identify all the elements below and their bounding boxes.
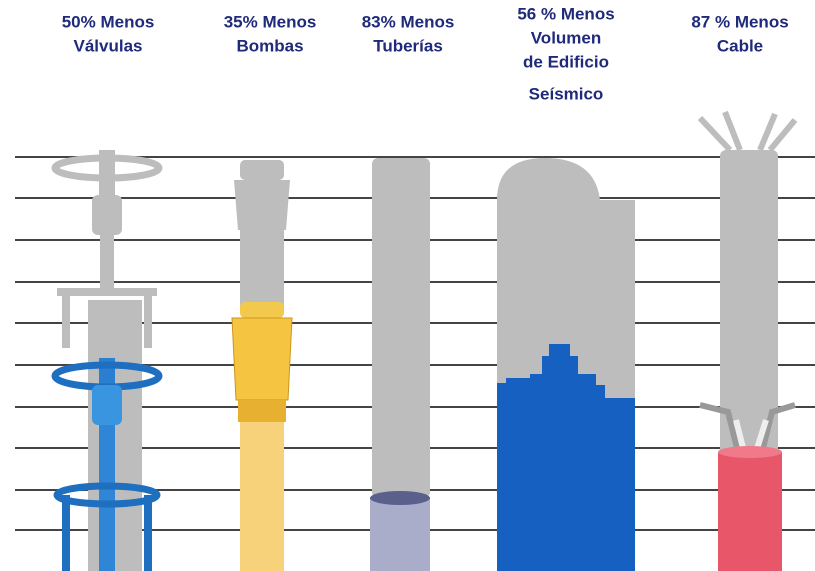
label-line: Válvulas: [74, 36, 143, 55]
cable: [699, 402, 796, 571]
label-line: Volumen: [531, 28, 602, 47]
label-line: Bombas: [236, 36, 303, 55]
valve: [51, 358, 163, 571]
label-line: 56 % Menos: [517, 4, 614, 23]
label-line: Tuberías: [373, 36, 443, 55]
label-line: 87 % Menos: [691, 12, 788, 31]
label-line: 35% Menos: [224, 12, 317, 31]
cable-ghost: [697, 110, 798, 460]
valve-ghost: [51, 150, 163, 571]
label-line: de Edificio: [523, 52, 609, 71]
building: [497, 344, 635, 571]
pump-ghost: [234, 160, 290, 310]
label-line: 50% Menos: [62, 12, 155, 31]
pump: [231, 302, 293, 571]
pipe: [370, 491, 430, 571]
pipe-ghost: [372, 158, 430, 498]
label-line: Cable: [717, 36, 763, 55]
label-line: 83% Menos: [362, 12, 455, 31]
label-line: Seísmico: [529, 84, 604, 103]
